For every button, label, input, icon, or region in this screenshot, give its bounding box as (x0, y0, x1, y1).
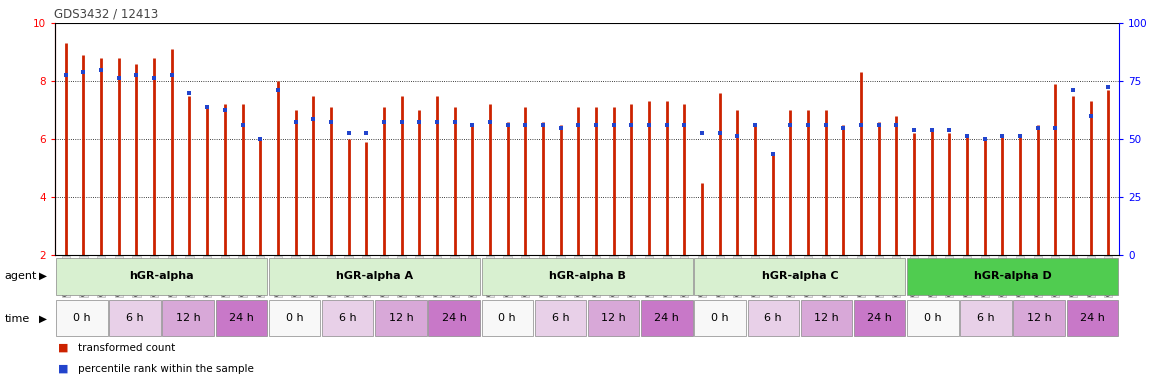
Bar (322, 300, 374, 336)
Bar (1067, 300, 1118, 336)
Text: hGR-alpha C: hGR-alpha C (761, 271, 838, 281)
Text: 24 h: 24 h (867, 313, 892, 323)
Bar (907, 300, 958, 336)
Text: 24 h: 24 h (442, 313, 467, 323)
Text: percentile rank within the sample: percentile rank within the sample (78, 364, 254, 374)
Text: 6 h: 6 h (765, 313, 782, 323)
Bar (162, 300, 214, 336)
Text: 6 h: 6 h (339, 313, 356, 323)
Text: hGR-alpha D: hGR-alpha D (974, 271, 1051, 281)
Bar (800, 300, 852, 336)
Text: 12 h: 12 h (389, 313, 413, 323)
Bar (269, 300, 320, 336)
Text: 6 h: 6 h (126, 313, 144, 323)
Text: 24 h: 24 h (654, 313, 680, 323)
Bar (109, 300, 161, 336)
Bar (695, 258, 905, 295)
Text: 12 h: 12 h (601, 313, 626, 323)
Bar (854, 300, 905, 336)
Text: 6 h: 6 h (978, 313, 995, 323)
Text: hGR-alpha A: hGR-alpha A (336, 271, 413, 281)
Bar (1013, 300, 1065, 336)
Text: 0 h: 0 h (711, 313, 729, 323)
Text: ▶: ▶ (39, 271, 47, 281)
Text: ▶: ▶ (39, 314, 47, 324)
Text: GDS3432 / 12413: GDS3432 / 12413 (54, 7, 159, 20)
Bar (482, 258, 692, 295)
Bar (695, 300, 745, 336)
Bar (642, 300, 692, 336)
Text: 0 h: 0 h (498, 313, 516, 323)
Bar (429, 300, 480, 336)
Text: 0 h: 0 h (923, 313, 942, 323)
Bar (56, 258, 267, 295)
Text: 12 h: 12 h (176, 313, 200, 323)
Text: hGR-alpha: hGR-alpha (129, 271, 194, 281)
Bar (907, 258, 1118, 295)
Text: hGR-alpha B: hGR-alpha B (549, 271, 626, 281)
Text: 0 h: 0 h (72, 313, 91, 323)
Bar (960, 300, 1012, 336)
Bar (375, 300, 427, 336)
Bar (588, 300, 639, 336)
Text: ■: ■ (58, 364, 68, 374)
Text: transformed count: transformed count (78, 343, 176, 353)
Text: 24 h: 24 h (1080, 313, 1105, 323)
Text: 0 h: 0 h (285, 313, 304, 323)
Text: 6 h: 6 h (552, 313, 569, 323)
Bar (748, 300, 799, 336)
Bar (216, 300, 267, 336)
Bar (482, 300, 532, 336)
Bar (269, 258, 480, 295)
Text: agent: agent (5, 271, 37, 281)
Text: 12 h: 12 h (1027, 313, 1051, 323)
Text: 24 h: 24 h (229, 313, 254, 323)
Text: 12 h: 12 h (814, 313, 838, 323)
Text: ■: ■ (58, 343, 68, 353)
Text: time: time (5, 314, 30, 324)
Bar (56, 300, 107, 336)
Bar (535, 300, 586, 336)
